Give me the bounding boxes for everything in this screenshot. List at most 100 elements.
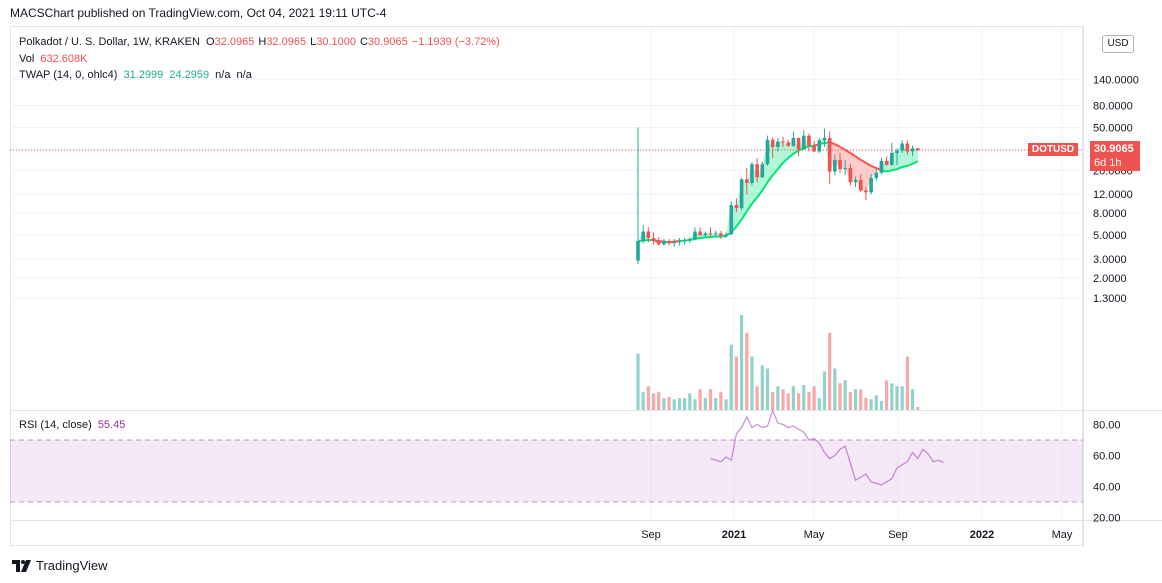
volume-bar [760, 365, 764, 410]
currency-button[interactable]: USD [1102, 35, 1134, 53]
symbol-title[interactable]: Polkadot / U. S. Dollar, 1W, KRAKEN [19, 36, 200, 48]
volume-bar [755, 386, 759, 410]
volume-bar [693, 399, 697, 410]
volume-bar [879, 401, 884, 410]
twap-fill [783, 142, 789, 163]
volume-bar [817, 398, 821, 410]
volume-bar [833, 368, 837, 410]
volume-bar [683, 398, 687, 410]
volume-bar [703, 398, 707, 410]
volume-bar [781, 389, 785, 410]
candle-body [719, 233, 723, 237]
ohlc-values: O32.0965 H32.0965 L30.1000 C30.9065 −1.1939 … [206, 36, 500, 48]
price-axis-label: 8.0000 [1093, 208, 1127, 220]
twap-fill [772, 141, 778, 176]
rsi-line [710, 408, 944, 486]
candle-body [770, 139, 775, 147]
candle-body [890, 152, 894, 165]
twap-line [751, 196, 758, 205]
twap-line [735, 218, 743, 228]
volume-bar [636, 353, 640, 410]
candle-body [848, 168, 853, 183]
twap-line [865, 161, 872, 167]
volume-bar [910, 389, 915, 410]
twap-line [891, 168, 898, 172]
candle-body [801, 135, 806, 150]
twap-line [870, 164, 877, 169]
candle-body [905, 143, 910, 152]
time-axis-label: May [804, 529, 825, 541]
candle-body [895, 150, 899, 153]
candle-body [641, 231, 645, 242]
volume-bar [662, 398, 666, 410]
twap-line [777, 162, 784, 170]
tradingview-logo[interactable]: TradingView [12, 558, 108, 573]
chart-frame [10, 26, 1083, 546]
candle-body [693, 231, 697, 240]
volume-bar [853, 389, 858, 410]
candle-body [807, 135, 811, 146]
volume-bar [916, 407, 920, 410]
candle-body [869, 177, 873, 193]
candle-body [765, 139, 770, 165]
tradingview-logo-icon [12, 559, 31, 572]
volume-bar [740, 315, 744, 410]
twap-line [792, 149, 800, 155]
volume-value: 632.608K [40, 53, 88, 65]
twap-na-1: n/a [215, 69, 231, 81]
price-axis-label: 50.0000 [1093, 123, 1133, 135]
candle-body [796, 137, 801, 150]
time-axis-label: Sep [641, 529, 661, 541]
volume-bar [641, 392, 645, 410]
candle-body [791, 137, 796, 146]
volume-label[interactable]: Vol [19, 53, 35, 65]
twap-fill [912, 148, 918, 164]
candle-body [724, 234, 728, 237]
candle-body [636, 241, 640, 261]
twap-line [745, 203, 753, 212]
candle-body [656, 241, 661, 245]
candle-body [651, 238, 656, 242]
candle-body [750, 164, 754, 183]
twap-line [834, 143, 841, 148]
volume-legend: Vol 632.608K [19, 53, 90, 65]
bar-countdown: 6d 1h [1094, 157, 1122, 169]
twap-line [896, 166, 903, 171]
volume-bar [667, 396, 671, 410]
rsi-axis-label: 60.00 [1093, 451, 1121, 463]
rsi-band [10, 440, 1083, 502]
time-axis-label: 2021 [722, 529, 746, 541]
candle-body [739, 179, 744, 209]
price-axis-label: 140.0000 [1093, 74, 1139, 86]
rsi-label[interactable]: RSI (14, close) [19, 419, 92, 431]
volume-bar [672, 399, 676, 410]
candle-body [864, 190, 868, 193]
rsi-axis-label: 20.00 [1093, 513, 1121, 525]
last-price-value: 30.9065 [1094, 143, 1134, 155]
rsi-legend: RSI (14, close) 55.45 [19, 419, 128, 431]
twap-line [756, 189, 764, 199]
volume-bar [651, 393, 656, 410]
twap-label[interactable]: TWAP (14, 0, ohlc4) [19, 69, 118, 81]
candle-body [853, 179, 858, 183]
volume-bar [843, 380, 847, 410]
volume-bar [776, 386, 780, 410]
candle-body [838, 159, 842, 170]
volume-bar [698, 389, 702, 410]
rsi-axis-label: 40.00 [1093, 482, 1121, 494]
volume-bar [796, 393, 801, 410]
twap-line [901, 164, 908, 168]
twap-line [766, 174, 774, 183]
volume-bar [838, 383, 842, 410]
candle-body [667, 241, 671, 244]
volume-bar [822, 371, 827, 410]
volume-bar [885, 380, 889, 410]
volume-bar [729, 344, 733, 410]
candle-body [781, 141, 785, 143]
candle-body [786, 142, 791, 146]
volume-bar [807, 392, 811, 410]
twap-line [886, 169, 893, 173]
tradingview-brand: TradingView [36, 558, 108, 573]
twap-line [839, 146, 846, 151]
